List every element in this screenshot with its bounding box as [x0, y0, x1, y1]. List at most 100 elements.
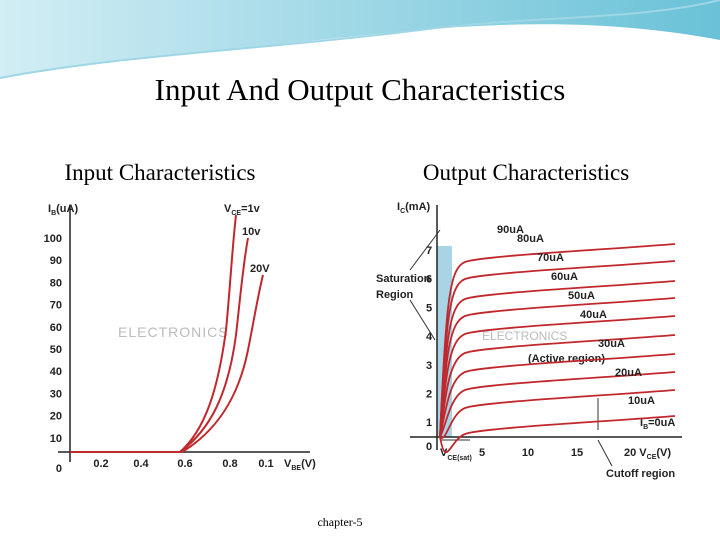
t: I: [640, 417, 643, 429]
output-chart: IC(mA) 20 VCE(V) IB=0uA Saturation Regio…: [370, 196, 686, 486]
y-tick-label: 80: [50, 277, 62, 289]
x-end-label: 20 VCE(V): [624, 447, 671, 461]
t: (uA): [56, 203, 78, 215]
watermark: ELECTRONICS HUB: [482, 329, 596, 343]
t: B: [643, 424, 648, 431]
t: HUB: [232, 324, 265, 340]
x-label: VBE(V): [284, 458, 316, 472]
t: V: [284, 458, 292, 470]
y-label: IB(uA): [48, 203, 78, 217]
curve-label: 40uA: [580, 309, 607, 321]
y-tick-label: 0: [426, 441, 432, 453]
y-tick-label: 7: [426, 245, 432, 257]
y-label: IC(mA): [397, 201, 431, 215]
watermark: ELECTRONICS HUB: [118, 324, 264, 340]
t: I: [48, 203, 51, 215]
t: (mA): [405, 201, 430, 213]
curve-label: 30uA: [598, 338, 625, 350]
curve: [181, 274, 264, 453]
t: I: [397, 201, 400, 213]
y-tick-label: 10: [50, 433, 62, 445]
curve-label: 80uA: [517, 233, 544, 245]
y-tick-label: 60: [50, 322, 62, 334]
swoosh-line: [0, 0, 720, 79]
curve: [439, 280, 676, 438]
curve-label: 10v: [242, 226, 261, 238]
curve-label: 10uA: [628, 395, 655, 407]
footer: chapter-5: [317, 515, 362, 529]
cutoff-label: Cutoff region: [606, 468, 675, 480]
t: CE(sat): [447, 455, 472, 462]
curve: [439, 334, 676, 438]
active-label: (Active region): [528, 353, 605, 365]
curve: [439, 260, 676, 438]
x-tick-label: 0.1: [258, 458, 273, 470]
curve-label: 20V: [250, 263, 270, 275]
right-heading: Output Characteristics: [423, 160, 629, 185]
saturation-label: Region: [376, 289, 414, 301]
x-tick-label: 10: [522, 447, 534, 459]
curve-label: VCE=1v: [224, 203, 261, 217]
t: =0uA: [648, 417, 675, 429]
curve-label: 60uA: [551, 271, 578, 283]
x-tick-label: 0.4: [133, 458, 149, 470]
curve: [70, 214, 237, 453]
t: V: [440, 447, 448, 459]
y-tick-label: 2: [426, 389, 432, 401]
y-tick-label: 40: [50, 366, 62, 378]
y-tick-label: 5: [426, 302, 432, 314]
arrow: [409, 299, 436, 341]
curve: [439, 415, 676, 454]
left-heading: Input Characteristics: [65, 160, 256, 185]
curve-label: 50uA: [568, 290, 595, 302]
t: 20 V: [624, 447, 647, 459]
t: BE: [291, 465, 301, 472]
t: V: [224, 203, 232, 215]
curve-label: 70uA: [537, 252, 564, 264]
t: ELECTRONICS: [482, 329, 567, 343]
curve: [439, 389, 676, 439]
t: CE: [647, 454, 657, 461]
saturation-label: Saturation: [376, 273, 431, 285]
y-tick-label: 70: [50, 300, 62, 312]
y-tick-label: 1: [426, 417, 432, 429]
x-tick-label: 0.2: [93, 458, 108, 470]
y-tick-label: 4: [426, 331, 433, 343]
t: =1v: [241, 203, 261, 215]
y-tick-label: 50: [50, 344, 62, 356]
y-tick-label: 6: [426, 274, 432, 286]
title: Input And Output Characteristics: [155, 72, 566, 107]
y-tick-label: 30: [50, 388, 62, 400]
curve: [439, 315, 676, 438]
arrow: [409, 229, 441, 271]
zero-curve-label: IB=0uA: [640, 417, 675, 431]
y-tick-label: 100: [44, 233, 62, 245]
y-tick-label: 0: [56, 463, 62, 475]
x-tick-label: 5: [479, 447, 485, 459]
t: CE: [231, 210, 241, 217]
t: B: [51, 210, 56, 217]
curve: [439, 243, 676, 438]
curve: [439, 371, 676, 438]
t: (V): [301, 458, 316, 470]
t: C: [400, 208, 405, 215]
x-tick-label: 0.6: [177, 458, 192, 470]
arrow: [597, 439, 613, 467]
curve: [439, 297, 676, 438]
x-tick-label: 15: [571, 447, 583, 459]
curve-label: 20uA: [615, 367, 642, 379]
y-tick-label: 3: [426, 360, 432, 372]
y-tick-label: 20: [50, 411, 62, 423]
curve: [439, 353, 676, 438]
y-tick-label: 90: [50, 255, 62, 267]
input-chart: IB(uA) VBE(V) VCE=1v 10v 20V ELECTRONICS…: [40, 196, 327, 478]
t: ELECTRONICS: [118, 324, 229, 340]
header-swoosh: [0, 0, 720, 78]
t: HUB: [570, 329, 595, 343]
curve-label: 90uA: [497, 224, 524, 236]
curve: [179, 237, 249, 453]
x-tick-label: 0.8: [222, 458, 237, 470]
panel: [40, 196, 327, 478]
